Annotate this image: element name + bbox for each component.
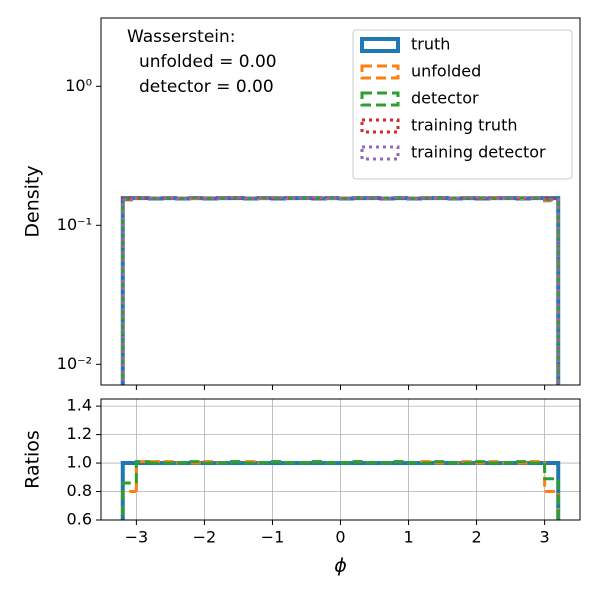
x-tick-label: 1 [403, 528, 413, 547]
step [407, 461, 423, 465]
y-axis-label: Density [22, 165, 44, 237]
legend-handle [360, 64, 400, 80]
step [544, 196, 560, 385]
legend-handle [360, 37, 400, 53]
plot-area [120, 196, 561, 385]
y-tick-label: 10⁰ [65, 76, 92, 95]
y-tick-label: 0.8 [67, 481, 92, 500]
step [352, 460, 368, 464]
axes-frame [100, 17, 581, 386]
legend-label: truth [411, 35, 450, 54]
legend-handle [360, 145, 400, 161]
x-tick-label: 2 [471, 528, 481, 547]
step [543, 198, 560, 385]
step [121, 481, 137, 520]
annotation: Wasserstein: [127, 27, 236, 47]
y-tick-label: 10⁻² [57, 354, 92, 373]
axes-frame [100, 398, 581, 521]
step [447, 461, 463, 465]
step [393, 460, 409, 464]
step [311, 460, 327, 464]
step [121, 197, 137, 385]
x-tick-label: −1 [261, 528, 285, 547]
step [488, 461, 504, 465]
plot-area [120, 460, 561, 520]
x-tick-label: 0 [335, 528, 345, 547]
step [325, 461, 341, 465]
step [121, 197, 137, 385]
x-tick-label: −2 [193, 528, 217, 547]
step [270, 460, 287, 464]
step [202, 461, 219, 465]
annotation: unfolded = 0.00 [139, 52, 277, 72]
y-tick-label: 0.6 [67, 510, 92, 529]
x-tick-label: 3 [540, 528, 550, 547]
step [543, 197, 560, 385]
legend-label: detector [411, 89, 479, 108]
x-axis-label: ϕ [334, 555, 347, 577]
y-axis-label: Ratios [22, 430, 44, 489]
step [543, 463, 560, 520]
step [121, 198, 137, 385]
step [434, 460, 450, 464]
step [189, 460, 205, 464]
step [488, 196, 504, 200]
step [148, 461, 164, 465]
step [230, 460, 246, 464]
y-tick-label: 1.4 [67, 396, 92, 415]
step [543, 198, 560, 385]
step [475, 460, 491, 464]
step [134, 460, 150, 492]
y-tick-label: 1.0 [67, 453, 92, 472]
step [121, 490, 137, 520]
step [189, 196, 205, 200]
step [230, 196, 246, 200]
step [121, 196, 137, 385]
step [529, 461, 545, 465]
annotation: detector = 0.00 [139, 77, 274, 97]
legend-label: training truth [411, 116, 517, 135]
step [284, 461, 300, 465]
legend-handle [360, 118, 400, 134]
step [544, 196, 561, 385]
legend-label: unfolded [411, 62, 481, 81]
y-tick-label: 1.2 [67, 424, 92, 443]
legend-box [352, 29, 573, 180]
legend-label: training detector [411, 143, 546, 162]
step [284, 196, 300, 200]
step [134, 196, 150, 200]
step [134, 460, 150, 483]
step [544, 461, 561, 520]
y-tick-label: 10⁻¹ [57, 215, 92, 234]
step [243, 461, 259, 465]
x-tick-label: −3 [125, 528, 149, 547]
step [120, 196, 137, 385]
step [352, 196, 368, 200]
legend-handle [360, 91, 400, 107]
step [366, 461, 382, 465]
step [515, 460, 532, 464]
step [407, 196, 423, 200]
